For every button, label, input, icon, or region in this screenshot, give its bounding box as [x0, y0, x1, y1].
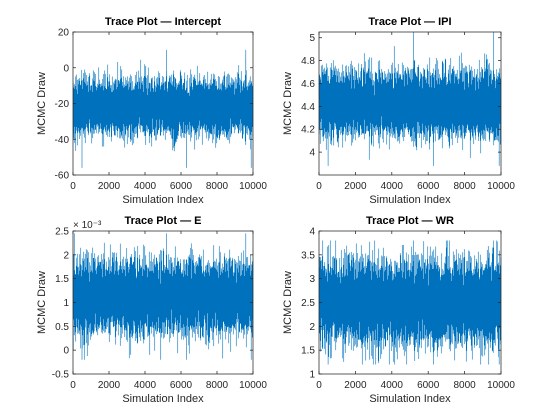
x-tick-label: 2000 — [98, 380, 121, 391]
y-tick-label: 4 — [309, 148, 315, 159]
x-axis-label: Simulation Index — [369, 393, 451, 405]
x-tick-label: 10000 — [239, 181, 267, 192]
x-tick-label: 8000 — [206, 181, 229, 192]
chart-panel-2: 0 2000 4000 6000 8000 10000 4 4.2 4.4 4.6 4.8 5 Trac… — [282, 16, 515, 206]
x-tick-label: 0 — [316, 380, 322, 391]
y-tick-label: 20 — [58, 28, 70, 39]
y-tick-label: 4 — [309, 227, 315, 238]
y-tick-label: 4.6 — [301, 79, 315, 90]
chart-title: Trace Plot — Intercept — [105, 16, 221, 28]
y-exponent-label: × 10⁻³ — [73, 220, 102, 231]
x-axis-label: Simulation Index — [122, 393, 204, 405]
y-tick-label: 1.5 — [301, 346, 315, 357]
x-tick-label: 0 — [70, 380, 76, 391]
x-axis-label: Simulation Index — [369, 194, 451, 206]
y-axis-label: MCMC Draw — [36, 72, 48, 135]
x-tick-label: 2000 — [344, 181, 367, 192]
y-tick-label: 0.5 — [55, 322, 69, 333]
y-tick-label: 4.8 — [301, 56, 315, 67]
x-tick-label: 0 — [70, 181, 76, 192]
x-tick-label: 0 — [316, 181, 322, 192]
x-tick-label: 4000 — [381, 181, 404, 192]
y-tick-label: 0 — [63, 63, 69, 74]
axes-frame — [318, 31, 502, 176]
y-tick-label: 2 — [63, 250, 69, 261]
x-axis-label: Simulation Index — [122, 194, 204, 206]
y-tick-label: 5 — [309, 33, 315, 44]
x-tick-label: 2000 — [344, 380, 367, 391]
y-tick-label: 1 — [309, 370, 315, 381]
y-tick-label: 0 — [63, 346, 69, 357]
y-tick-label: 1.5 — [55, 274, 69, 285]
chart-title: Trace Plot — WR — [366, 215, 454, 227]
y-axis-label: MCMC Draw — [36, 271, 48, 334]
x-tick-label: 4000 — [134, 380, 157, 391]
chart-panel-3: 0 2000 4000 6000 8000 10000-0.500.511.522.5× … — [36, 215, 267, 405]
y-tick-label: 3.5 — [301, 250, 315, 261]
x-tick-label: 10000 — [487, 380, 515, 391]
y-tick-label: 1 — [63, 298, 69, 309]
y-tick-label: -0.5 — [52, 370, 70, 381]
x-tick-label: 4000 — [134, 181, 157, 192]
y-tick-label: 2.5 — [55, 227, 69, 238]
x-tick-label: 6000 — [170, 380, 193, 391]
x-tick-label: 10000 — [487, 181, 515, 192]
x-tick-label: 2000 — [98, 181, 121, 192]
chart-title: Trace Plot — E — [124, 215, 201, 227]
y-tick-label: -20 — [55, 99, 70, 110]
x-tick-label: 6000 — [417, 380, 440, 391]
y-tick-label: -40 — [55, 135, 70, 146]
x-tick-label: 8000 — [206, 380, 229, 391]
y-axis-label: MCMC Draw — [282, 72, 294, 135]
x-tick-label: 8000 — [453, 380, 476, 391]
chart-title: Trace Plot — IPI — [368, 16, 451, 28]
x-tick-label: 6000 — [417, 181, 440, 192]
y-tick-label: 3 — [309, 274, 315, 285]
chart-panel-4: 0 2000 4000 6000 8000 10000 1 1.5 2 2.5 3 3.5 4 Trace… — [282, 215, 515, 405]
chart-panel-1: 0 2000 4000 6000 8000 10000 -60 -40 -20 0 20 Trace … — [36, 16, 267, 206]
y-axis-label: MCMC Draw — [282, 271, 294, 334]
x-tick-label: 10000 — [239, 380, 267, 391]
x-tick-label: 6000 — [170, 181, 193, 192]
y-tick-label: 2 — [309, 322, 315, 333]
y-tick-label: -60 — [55, 171, 70, 182]
y-tick-label: 4.2 — [301, 125, 315, 136]
x-tick-label: 4000 — [381, 380, 404, 391]
y-tick-label: 2.5 — [301, 298, 315, 309]
x-tick-label: 8000 — [453, 181, 476, 192]
y-tick-label: 4.4 — [301, 102, 315, 113]
